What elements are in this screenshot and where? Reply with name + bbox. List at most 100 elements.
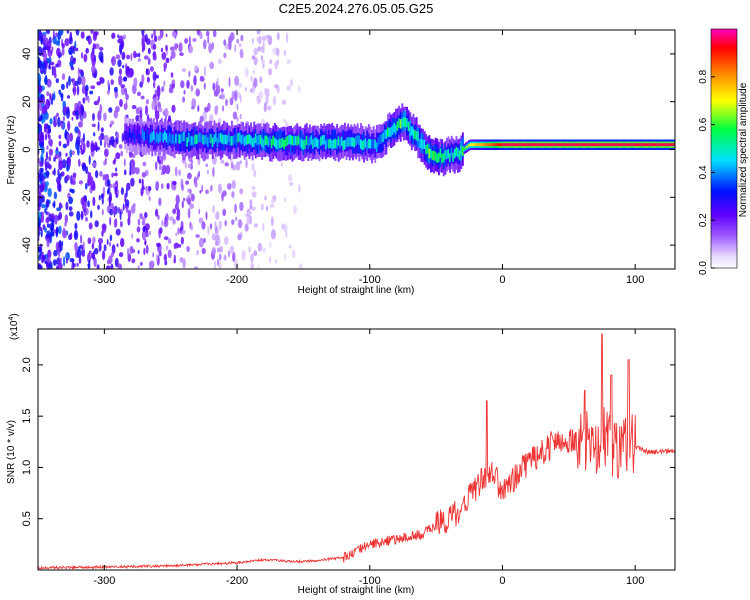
- spectrogram-ridge-cell: [524, 143, 526, 147]
- spectrogram-ridge-cell: [309, 136, 311, 147]
- spectrogram-noise-cell: [67, 120, 71, 131]
- colorbar-label: Normalized spectral amplitude: [738, 82, 749, 217]
- spectrogram-noise-cell: [48, 49, 53, 54]
- spectrogram-noise-cell: [256, 36, 259, 43]
- spectrogram-noise-cell: [66, 95, 71, 99]
- spectrogram-noise-cell: [45, 98, 50, 110]
- spectrogram-noise-cell: [138, 178, 142, 184]
- spectrogram-ridge-cell: [191, 135, 193, 146]
- spectrogram-noise-cell: [114, 257, 119, 268]
- spectrogram-ridge-cell: [606, 143, 609, 147]
- spectrogram-noise-cell: [258, 35, 262, 45]
- spectrogram-noise-cell: [119, 220, 123, 228]
- spectrogram-ridge-cell: [641, 143, 644, 147]
- spectrogram-noise-cell: [223, 254, 227, 261]
- spectrogram-noise-cell: [205, 30, 210, 37]
- snr-y-tick-label: 1.5: [21, 409, 33, 424]
- spectrogram-noise-cell: [72, 172, 77, 178]
- spectrogram-ridge-cell: [539, 143, 542, 147]
- spectrogram-ridge-cell: [215, 132, 217, 153]
- spectrogram-noise-cell: [253, 48, 258, 56]
- spectrogram-ridge-cell: [544, 143, 547, 147]
- spectrogram-noise-cell: [42, 195, 45, 203]
- spectrogram-noise-cell: [53, 156, 56, 162]
- spectrogram-noise-cell: [165, 164, 171, 175]
- spectrogram-noise-cell: [41, 204, 46, 209]
- spectrogram-ridge-cell: [406, 118, 408, 128]
- spectrogram-noise-cell: [264, 195, 267, 201]
- spectrogram-noise-cell: [116, 137, 119, 145]
- spectrogram-ridge-cell: [450, 147, 453, 158]
- spectrogram-ridge-cell: [248, 134, 251, 144]
- spectrogram-ridge-cell: [274, 137, 276, 147]
- spectrogram-noise-cell: [66, 108, 70, 119]
- spectrogram-noise-cell: [55, 63, 59, 68]
- spectrogram-noise-cell: [99, 104, 103, 114]
- spectrogram-noise-cell: [169, 46, 175, 51]
- spectrogram-noise-cell: [80, 52, 84, 59]
- spectrogram-noise-cell: [153, 81, 156, 89]
- spectrogram-noise-cell: [75, 114, 80, 120]
- spectrogram-noise-cell: [212, 166, 215, 178]
- spectrogram-ridge-cell: [660, 143, 663, 147]
- spectrogram-ridge-cell: [498, 143, 501, 147]
- spectrogram-noise-cell: [117, 263, 122, 269]
- spectrogram-noise-cell: [184, 161, 187, 169]
- spectrogram-noise-cell: [90, 142, 95, 153]
- spectrogram-noise-cell: [110, 79, 114, 86]
- spectrogram-ridge-cell: [297, 134, 300, 155]
- spectrogram-ridge-cell: [342, 129, 345, 150]
- spectrogram-noise-cell: [53, 215, 58, 224]
- spectrogram-ridge-cell: [237, 133, 240, 143]
- spectrogram-noise-cell: [56, 47, 61, 57]
- spectrogram-noise-cell: [218, 253, 222, 261]
- spectrogram-noise-cell: [120, 84, 126, 89]
- spectrogram-ridge-cell: [310, 135, 313, 145]
- spectrogram-noise-cell: [74, 231, 77, 238]
- spectrogram-ridge-cell: [250, 135, 252, 145]
- spectrogram-noise-cell: [137, 265, 140, 269]
- colorbar-ticks: 0.0 0.2 0.4 0.6 0.8: [698, 69, 715, 275]
- spectrogram-noise-cell: [80, 197, 85, 206]
- spectrogram-noise-cell: [183, 197, 185, 202]
- spectrogram-noise-cell: [130, 204, 136, 214]
- spectrogram-noise-cell: [85, 88, 88, 97]
- spectrogram-noise-cell: [106, 189, 110, 195]
- spectrogram-ridge-cell: [224, 134, 227, 145]
- spectrogram-ridge-cell: [331, 140, 334, 150]
- figure-title: C2E5.2024.276.05.05.G25: [279, 1, 434, 16]
- spectrogram-ridge-cell: [420, 138, 423, 149]
- spectrogram-ridge-cell: [277, 140, 279, 150]
- spectrogram-noise-cell: [90, 85, 96, 90]
- spectrogram-ridge-cell: [293, 136, 295, 146]
- spectrogram-noise-cell: [280, 162, 284, 167]
- spectrogram-noise-cell: [103, 244, 107, 252]
- spectrogram-noise-cell: [77, 129, 81, 135]
- spectrogram-noise-cell: [182, 96, 186, 103]
- spectrogram-noise-cell: [101, 223, 107, 230]
- spectrogram-noise-cell: [155, 208, 159, 217]
- spectrogram-ridge-cell: [243, 136, 246, 146]
- spectrogram-noise-cell: [76, 85, 80, 96]
- spectrogram-ridge-cell: [522, 143, 525, 147]
- spectrogram-noise-cell: [209, 185, 212, 193]
- spectrogram-noise-cell: [115, 228, 121, 236]
- spectrogram-ridge-cell: [238, 132, 241, 142]
- spectrogram-ridge-cell: [533, 143, 536, 147]
- spectrogram-noise-cell: [71, 189, 75, 194]
- spectrogram-ridge-cell: [460, 145, 463, 155]
- spectrogram-noise-cell: [211, 233, 216, 241]
- spectrogram-x-tick-label: -300: [93, 274, 115, 286]
- spectrogram-ridge-cell: [474, 143, 477, 147]
- spectrogram-noise-cell: [53, 167, 56, 176]
- spectrogram-noise-cell: [165, 33, 168, 38]
- spectrogram-noise-cell: [111, 244, 116, 255]
- spectrogram-ridge-cell: [328, 139, 330, 149]
- spectrogram-noise-cell: [118, 35, 124, 42]
- spectrogram-ridge-cell: [326, 138, 329, 148]
- spectrogram-noise-cell: [231, 179, 236, 190]
- spectrogram-noise-cell: [231, 191, 235, 198]
- spectrogram-noise-cell: [245, 87, 247, 92]
- spectrogram-noise-cell: [148, 185, 152, 192]
- spectrogram-noise-cell: [154, 35, 158, 43]
